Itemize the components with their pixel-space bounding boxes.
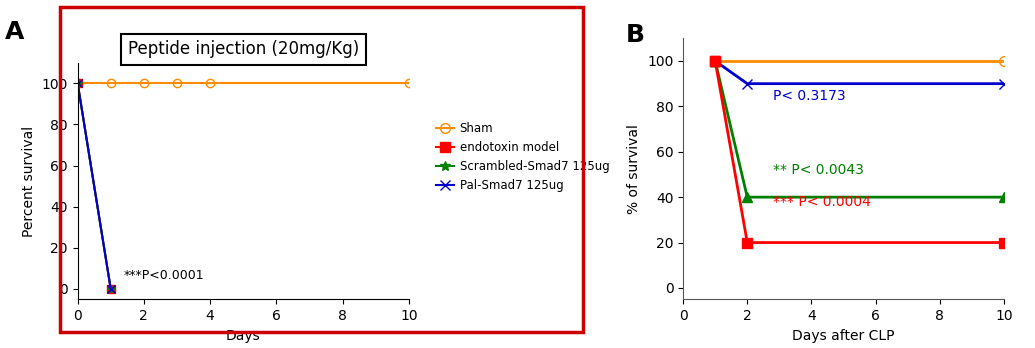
Text: A: A (5, 20, 24, 44)
X-axis label: Days after CLP: Days after CLP (792, 329, 895, 342)
Text: P< 0.3173: P< 0.3173 (773, 88, 846, 103)
Title: Peptide injection (20mg/Kg): Peptide injection (20mg/Kg) (127, 40, 359, 58)
Legend: Sham, endotoxin model, Scrambled-Smad7 125ug, Pal-Smad7 125ug: Sham, endotoxin model, Scrambled-Smad7 1… (432, 118, 614, 197)
X-axis label: Days: Days (226, 329, 261, 342)
Text: B: B (625, 23, 645, 47)
Text: ***P<0.0001: ***P<0.0001 (124, 269, 205, 282)
Y-axis label: % of survival: % of survival (627, 124, 642, 214)
Text: *** P< 0.0004: *** P< 0.0004 (773, 195, 870, 209)
Text: ** P< 0.0043: ** P< 0.0043 (773, 164, 864, 177)
Y-axis label: Percent survival: Percent survival (22, 125, 36, 237)
